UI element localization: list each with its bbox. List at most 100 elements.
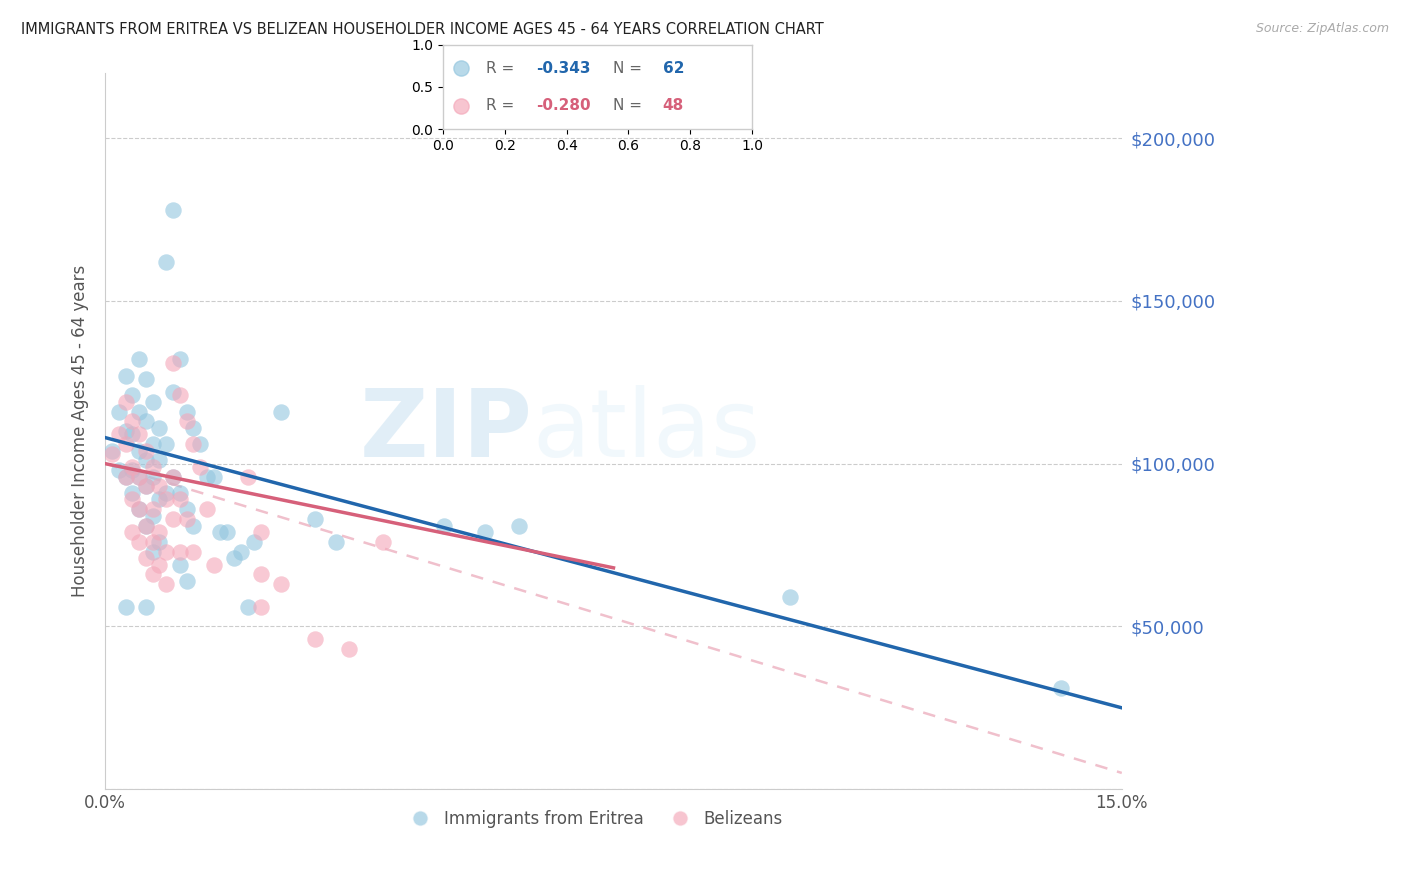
Point — [121, 463, 143, 477]
Point — [236, 469, 259, 483]
Text: -0.280: -0.280 — [536, 98, 591, 113]
Point — [128, 469, 150, 483]
Point — [128, 469, 150, 483]
Point — [325, 534, 347, 549]
Point — [121, 388, 143, 402]
Point — [181, 437, 204, 451]
Point — [128, 443, 150, 458]
Text: R =: R = — [486, 98, 519, 113]
Point — [250, 599, 273, 614]
Point — [181, 518, 204, 533]
Point — [779, 590, 801, 604]
Point — [337, 642, 360, 657]
Point — [142, 437, 165, 451]
Point — [162, 384, 184, 399]
Point — [176, 574, 198, 588]
Point — [155, 544, 177, 558]
Point — [148, 558, 170, 572]
Text: ZIP: ZIP — [360, 385, 533, 477]
Text: atlas: atlas — [533, 385, 761, 477]
Point — [155, 486, 177, 500]
Point — [270, 577, 292, 591]
Point — [121, 414, 143, 428]
Point — [114, 437, 136, 451]
Text: 48: 48 — [662, 98, 683, 113]
Point — [1049, 681, 1071, 696]
Point — [114, 469, 136, 483]
Point — [135, 372, 157, 386]
Point — [169, 352, 191, 367]
Point — [107, 463, 129, 477]
Point — [135, 479, 157, 493]
Point — [114, 394, 136, 409]
Point — [148, 453, 170, 467]
Point — [155, 255, 177, 269]
Point — [202, 469, 225, 483]
Point — [148, 479, 170, 493]
Point — [229, 544, 252, 558]
Point — [148, 421, 170, 435]
Point — [148, 524, 170, 539]
Point — [101, 447, 124, 461]
Point — [176, 404, 198, 418]
Point — [142, 394, 165, 409]
Point — [121, 486, 143, 500]
Point — [114, 424, 136, 438]
Text: 62: 62 — [662, 61, 683, 76]
Point — [121, 459, 143, 474]
Text: Source: ZipAtlas.com: Source: ZipAtlas.com — [1256, 22, 1389, 36]
Point — [162, 469, 184, 483]
Point — [176, 512, 198, 526]
Point — [250, 524, 273, 539]
Point — [114, 599, 136, 614]
Point — [135, 518, 157, 533]
Point — [114, 469, 136, 483]
Point — [142, 502, 165, 516]
Text: IMMIGRANTS FROM ERITREA VS BELIZEAN HOUSEHOLDER INCOME AGES 45 - 64 YEARS CORREL: IMMIGRANTS FROM ERITREA VS BELIZEAN HOUS… — [21, 22, 824, 37]
Text: N =: N = — [613, 98, 647, 113]
Point — [474, 524, 496, 539]
Point — [155, 492, 177, 507]
Point — [135, 414, 157, 428]
Point — [121, 492, 143, 507]
Point — [250, 567, 273, 582]
Point — [101, 443, 124, 458]
Point — [135, 599, 157, 614]
Point — [243, 534, 266, 549]
Point — [121, 427, 143, 442]
Point — [135, 453, 157, 467]
Point — [169, 558, 191, 572]
Point — [148, 534, 170, 549]
Point — [176, 414, 198, 428]
Point — [188, 437, 211, 451]
Point — [121, 524, 143, 539]
Point — [508, 518, 530, 533]
Point — [304, 512, 326, 526]
Legend: Immigrants from Eritrea, Belizeans: Immigrants from Eritrea, Belizeans — [396, 804, 789, 835]
Point — [371, 534, 394, 549]
Point — [135, 443, 157, 458]
Point — [181, 544, 204, 558]
Point — [135, 479, 157, 493]
Point — [181, 421, 204, 435]
Point — [176, 502, 198, 516]
Point — [162, 469, 184, 483]
Point — [270, 404, 292, 418]
Point — [135, 518, 157, 533]
Point — [148, 492, 170, 507]
Point — [128, 502, 150, 516]
Point — [162, 512, 184, 526]
Point — [195, 502, 218, 516]
Y-axis label: Householder Income Ages 45 - 64 years: Householder Income Ages 45 - 64 years — [72, 265, 89, 598]
Point — [135, 551, 157, 566]
Text: R =: R = — [486, 61, 519, 76]
Point — [142, 459, 165, 474]
Point — [209, 524, 232, 539]
Point — [142, 544, 165, 558]
Point — [128, 404, 150, 418]
Point — [142, 508, 165, 523]
Point — [433, 518, 456, 533]
Point — [128, 534, 150, 549]
Point — [236, 599, 259, 614]
Point — [169, 544, 191, 558]
